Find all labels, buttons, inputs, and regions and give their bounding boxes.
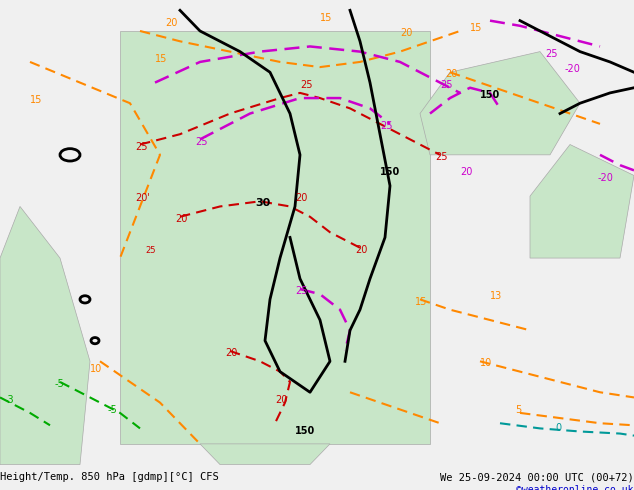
Text: -5: -5 [108, 405, 118, 415]
Text: Height/Temp. 850 hPa [gdmp][°C] CFS: Height/Temp. 850 hPa [gdmp][°C] CFS [0, 472, 219, 482]
Text: 15: 15 [320, 13, 332, 23]
Text: 25: 25 [380, 121, 392, 131]
Text: 20: 20 [400, 28, 412, 38]
Text: 0: 0 [555, 423, 561, 434]
Text: We 25-09-2024 00:00 UTC (00+72): We 25-09-2024 00:00 UTC (00+72) [440, 472, 634, 482]
Text: 25: 25 [435, 152, 448, 162]
Polygon shape [0, 206, 90, 465]
Text: 10: 10 [480, 359, 492, 368]
Text: 150: 150 [480, 90, 500, 100]
Polygon shape [530, 145, 634, 258]
Text: 25: 25 [440, 80, 453, 90]
Polygon shape [200, 444, 330, 465]
Text: 15: 15 [30, 95, 42, 105]
Text: -20: -20 [598, 172, 614, 183]
Text: 13: 13 [490, 292, 502, 301]
Text: -5: -5 [55, 379, 65, 389]
Text: 30: 30 [255, 198, 270, 208]
Text: 5: 5 [515, 405, 521, 415]
Text: 10: 10 [90, 364, 102, 373]
Text: 25: 25 [135, 142, 148, 152]
Text: 20: 20 [225, 348, 237, 358]
Text: -20: -20 [565, 64, 581, 74]
Text: 25: 25 [195, 137, 207, 147]
Text: 150: 150 [380, 168, 400, 177]
Text: 20: 20 [445, 70, 457, 79]
Text: 15: 15 [155, 54, 167, 64]
Text: 15: 15 [415, 296, 427, 307]
Text: 20: 20 [175, 214, 188, 224]
Text: 20: 20 [165, 18, 178, 28]
Text: 25: 25 [300, 80, 313, 90]
Text: ©weatheronline.co.uk: ©weatheronline.co.uk [517, 486, 634, 490]
Polygon shape [420, 51, 580, 155]
Bar [120, 31, 430, 444]
Text: 20: 20 [460, 168, 472, 177]
Text: -3: -3 [5, 394, 15, 405]
Text: 25: 25 [545, 49, 557, 59]
Text: 15: 15 [470, 23, 482, 33]
Text: 25: 25 [295, 286, 307, 296]
Text: 20': 20' [135, 193, 150, 203]
Text: 25: 25 [145, 246, 155, 255]
Text: 150: 150 [295, 425, 315, 436]
Text: 20: 20 [355, 245, 367, 255]
Text: 20: 20 [295, 193, 307, 203]
Text: 20: 20 [275, 394, 287, 405]
